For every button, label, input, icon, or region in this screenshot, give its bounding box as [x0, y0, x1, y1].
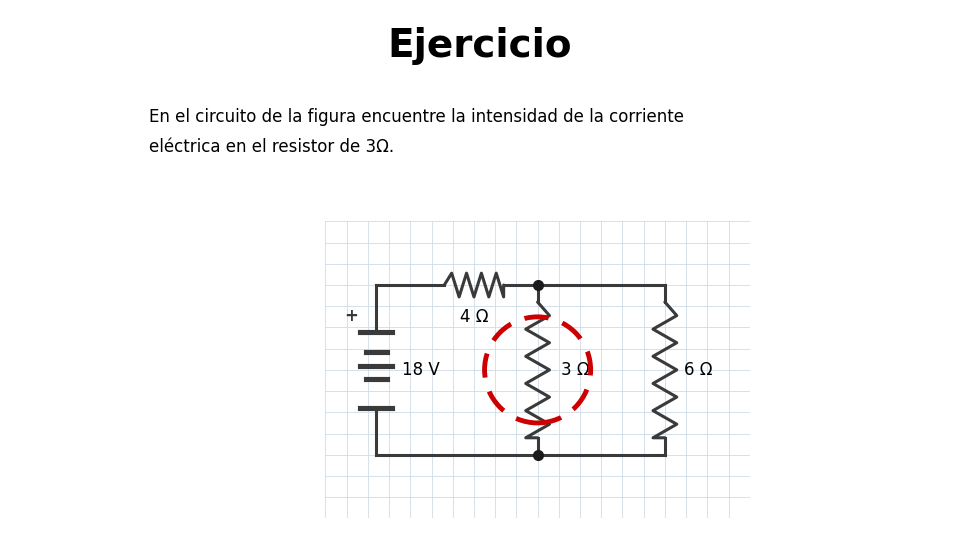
Text: 4 Ω: 4 Ω	[460, 308, 489, 326]
Text: 3 Ω: 3 Ω	[561, 361, 589, 379]
Text: En el circuito de la figura encuentre la intensidad de la corriente: En el circuito de la figura encuentre la…	[149, 108, 684, 126]
Text: eléctrica en el resistor de 3Ω.: eléctrica en el resistor de 3Ω.	[149, 138, 394, 156]
Text: 18 V: 18 V	[402, 361, 440, 379]
Text: Ejercicio: Ejercicio	[388, 27, 572, 65]
Text: +: +	[344, 307, 358, 325]
Text: 6 Ω: 6 Ω	[684, 361, 712, 379]
